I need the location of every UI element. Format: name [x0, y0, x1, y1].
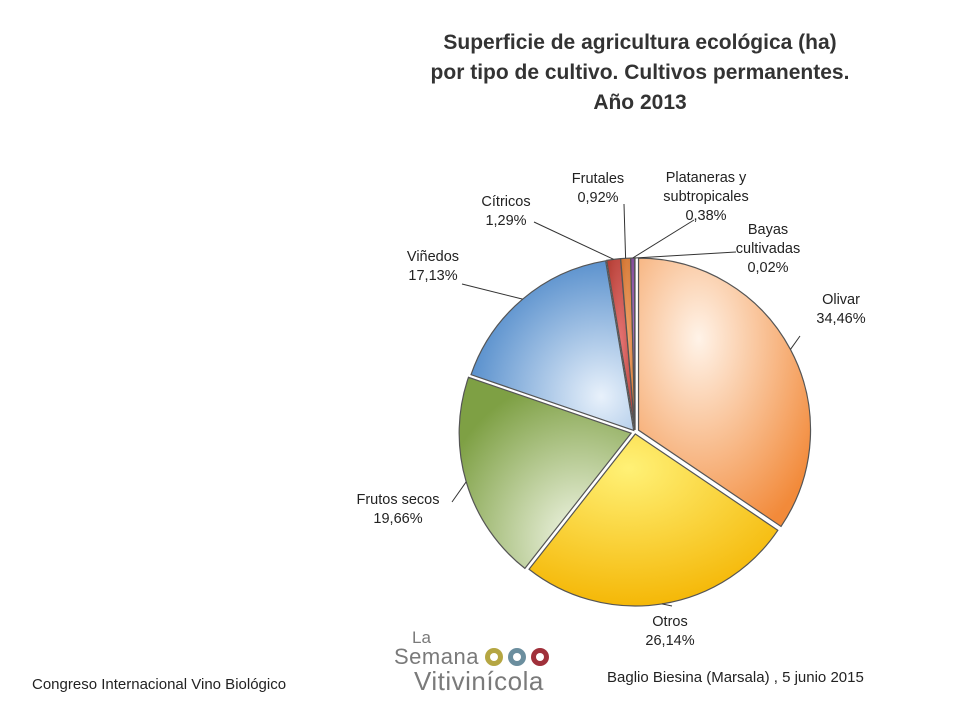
leader-line [790, 335, 801, 350]
chart-title: Superficie de agricultura ecológica (ha)… [390, 28, 890, 118]
leader-line [632, 219, 695, 259]
data-label: Plataneras y subtropicales 0,38% [663, 170, 748, 224]
logo-vitivinicola-text: Vitivinícola [414, 666, 544, 696]
leader-line [623, 203, 627, 259]
leader-line [533, 221, 614, 260]
pie-slice-olivar [637, 257, 812, 528]
data-label: Olivar 34,46% [816, 292, 865, 327]
semana-vitivinicola-logo: La Semana Vitivinícola [392, 628, 562, 696]
data-label: Frutales 0,92% [572, 171, 624, 206]
logo-la-text: La [412, 628, 431, 647]
logo-icons [485, 648, 549, 666]
pie-slice-frutos-secos [458, 376, 633, 570]
chart-title-line2: por tipo de cultivo. Cultivos permanente… [430, 61, 850, 84]
leader-line [451, 481, 467, 503]
data-label: Otros 26,14% [645, 614, 694, 649]
leader-line [634, 251, 737, 259]
footer-location-date: Baglio Biesina (Marsala) , 5 junio 2015 [607, 669, 864, 686]
logo-semana-text: Semana [394, 644, 479, 669]
data-label: Cítricos 1,29% [481, 194, 530, 229]
pie-slice-viñedos [470, 260, 635, 432]
data-label: Bayas cultivadas 0,02% [736, 222, 800, 276]
data-label: Viñedos 17,13% [407, 249, 459, 284]
data-label: Frutos secos 19,66% [357, 492, 440, 527]
chart-title-line3: Año 2013 [593, 91, 687, 114]
leader-line [461, 283, 523, 300]
footer-event-name: Congreso Internacional Vino Biológico [32, 676, 287, 693]
leader-line [661, 603, 673, 607]
chart-title-line1: Superficie de agricultura ecológica (ha) [443, 31, 837, 54]
